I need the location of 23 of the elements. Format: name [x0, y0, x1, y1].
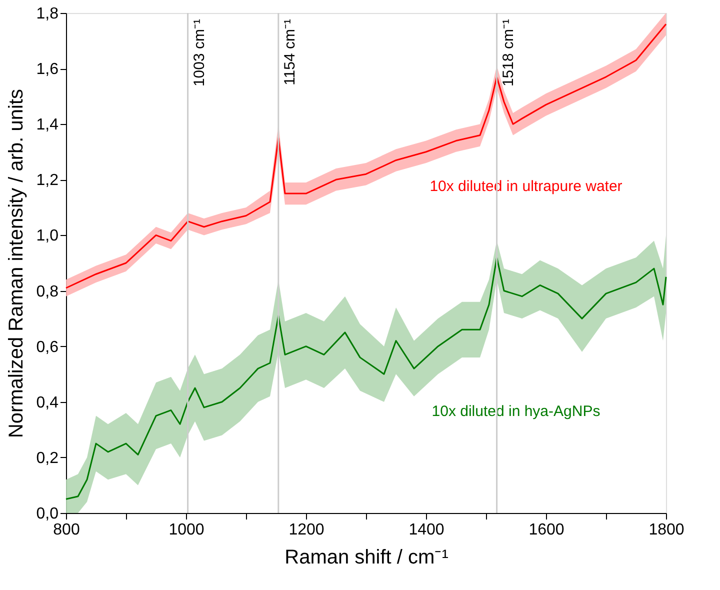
- y-tick-label: 1,4: [36, 116, 59, 134]
- y-tick-label: 1,6: [36, 61, 59, 78]
- ref-line-label: 1518 cm⁻¹: [500, 19, 517, 87]
- y-tick-label: 0,2: [36, 450, 59, 467]
- y-tick-label: 0,4: [36, 394, 59, 412]
- x-axis-title: Raman shift / cm⁻¹: [284, 546, 449, 568]
- series-label: 10x diluted in ultrapure water: [430, 178, 622, 195]
- x-tick-label: 800: [53, 522, 80, 538]
- x-tick-label: 1800: [648, 522, 684, 538]
- y-tick-label: 1,2: [36, 172, 59, 190]
- x-tick-label: 1000: [168, 522, 204, 538]
- x-tick-label: 1600: [528, 522, 564, 538]
- text: 10x diluted in hya-AgNPs: [432, 403, 600, 420]
- y-tick-label: 1,0: [36, 228, 59, 245]
- y-tick-label: 0,8: [36, 283, 59, 300]
- y-axis-title: Normalized Raman intensity / arb. units: [5, 88, 28, 438]
- y-tick-label: 1,8: [36, 6, 59, 22]
- ref-line-label: 1154 cm⁻¹: [281, 19, 298, 86]
- y-tick-label: 0,0: [36, 506, 59, 522]
- y-tick-label: 0,6: [36, 338, 59, 356]
- ref-line-label: 1003 cm⁻¹: [190, 19, 208, 87]
- x-tick-label: 1400: [408, 522, 444, 538]
- x-tick-label: 1200: [288, 522, 324, 538]
